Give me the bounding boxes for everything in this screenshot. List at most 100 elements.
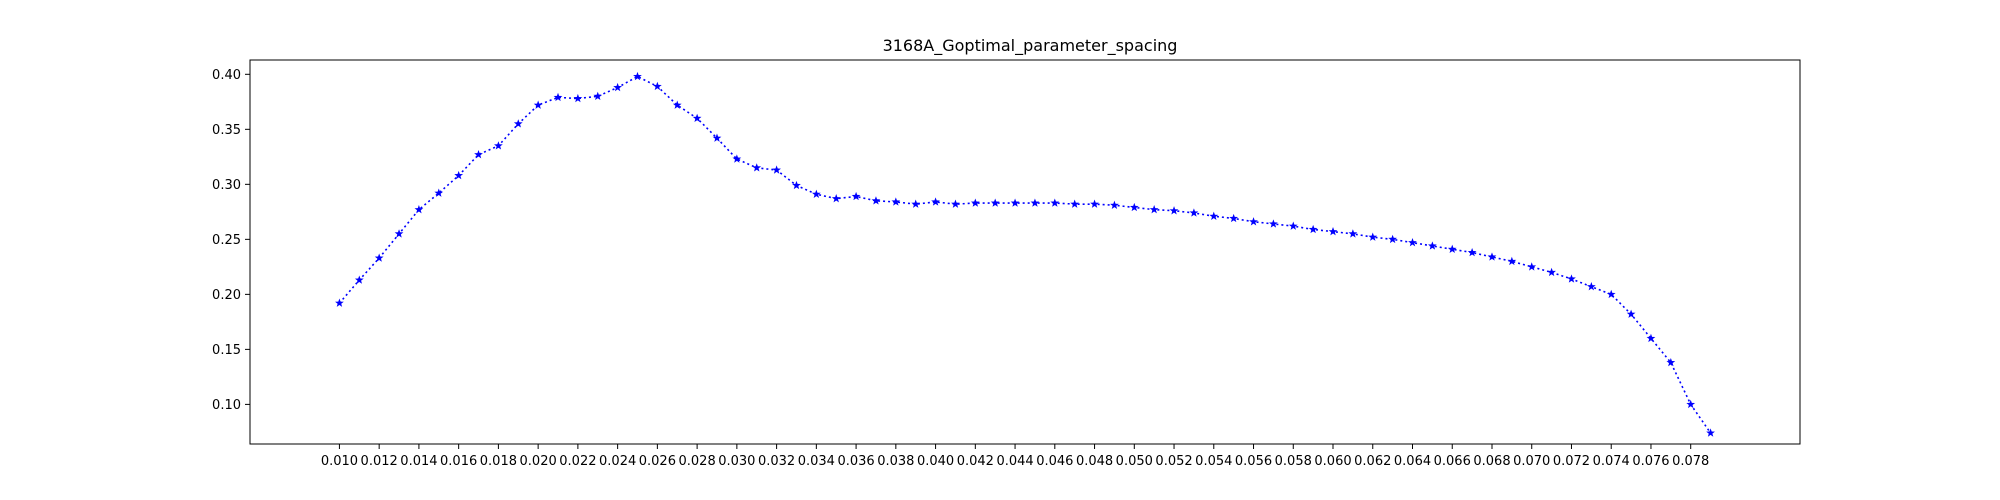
x-tick-label: 0.072 bbox=[1553, 454, 1590, 469]
data-point-star-marker bbox=[533, 100, 543, 109]
x-tick-label: 0.040 bbox=[917, 454, 954, 469]
x-tick-label: 0.052 bbox=[1155, 454, 1192, 469]
data-point-star-marker bbox=[1229, 213, 1239, 223]
data-point-star-marker bbox=[970, 198, 980, 207]
x-tick-label: 0.028 bbox=[679, 454, 716, 469]
y-axis: 0.10 0.15 0.20 0.25 0.30 0.35 0.40 bbox=[212, 68, 250, 413]
x-tick-label: 0.060 bbox=[1314, 454, 1351, 469]
x-tick-label: 0.012 bbox=[361, 454, 398, 469]
data-point-star-marker bbox=[672, 100, 682, 109]
data-point-star-marker bbox=[1447, 244, 1457, 253]
x-axis: 0.010 0.012 0.014 0.016 0.018 0.020 0.022 0.024… bbox=[321, 444, 1709, 469]
data-point-star-marker bbox=[871, 196, 881, 205]
x-tick-label: 0.074 bbox=[1593, 454, 1630, 469]
x-tick-label: 0.038 bbox=[877, 454, 914, 469]
x-tick-label: 0.046 bbox=[1036, 454, 1073, 469]
data-point-star-marker bbox=[474, 150, 483, 159]
data-point-star-marker bbox=[1646, 333, 1656, 343]
data-point-star-marker bbox=[851, 191, 861, 201]
x-tick-label: 0.034 bbox=[798, 454, 835, 469]
data-point-star-marker bbox=[1090, 199, 1099, 208]
y-tick-label: 0.35 bbox=[212, 123, 241, 138]
x-tick-label: 0.068 bbox=[1473, 454, 1510, 469]
y-tick-label: 0.40 bbox=[212, 68, 241, 83]
x-tick-label: 0.016 bbox=[440, 454, 477, 469]
x-tick-label: 0.042 bbox=[957, 454, 994, 469]
data-point-star-marker bbox=[692, 113, 702, 123]
data-point-star-marker bbox=[1269, 219, 1278, 228]
data-point-star-marker bbox=[335, 298, 344, 307]
x-tick-label: 0.066 bbox=[1434, 454, 1471, 469]
y-tick-label: 0.15 bbox=[212, 343, 241, 358]
y-tick-label: 0.30 bbox=[212, 178, 241, 193]
x-tick-label: 0.078 bbox=[1672, 454, 1709, 469]
data-point-star-marker bbox=[772, 165, 781, 174]
data-point-star-marker bbox=[1547, 267, 1556, 277]
x-tick-label: 0.010 bbox=[321, 454, 358, 469]
data-point-star-marker bbox=[1328, 227, 1338, 236]
data-point-star-marker bbox=[1408, 238, 1417, 247]
data-point-star-marker bbox=[1169, 206, 1179, 215]
data-point-star-marker bbox=[494, 141, 503, 150]
x-tick-label: 0.050 bbox=[1116, 454, 1153, 469]
data-point-star-marker bbox=[1527, 262, 1537, 271]
data-point-star-marker bbox=[732, 154, 742, 163]
data-point-star-marker bbox=[553, 92, 563, 102]
y-tick-label: 0.25 bbox=[212, 233, 241, 248]
data-point-star-marker bbox=[951, 199, 960, 208]
data-point-star-marker bbox=[1110, 200, 1119, 209]
x-tick-label: 0.022 bbox=[559, 454, 596, 469]
data-point-star-marker bbox=[414, 205, 424, 214]
data-point-star-marker bbox=[990, 198, 1000, 207]
x-tick-label: 0.026 bbox=[639, 454, 676, 469]
x-tick-label: 0.062 bbox=[1354, 454, 1391, 469]
data-point-star-marker bbox=[1189, 208, 1199, 217]
x-tick-label: 0.064 bbox=[1394, 454, 1431, 469]
data-point-star-marker bbox=[1507, 256, 1517, 266]
data-point-star-marker bbox=[811, 189, 821, 198]
series-line bbox=[338, 75, 1712, 434]
data-point-star-marker bbox=[454, 170, 464, 180]
chart-title: 3168A_Goptimal_parameter_spacing bbox=[883, 36, 1178, 56]
x-tick-label: 0.036 bbox=[837, 454, 874, 469]
data-point-star-marker bbox=[831, 194, 841, 203]
data-point-star-marker bbox=[1030, 198, 1040, 207]
data-point-star-marker bbox=[1606, 289, 1616, 299]
data-point-star-marker bbox=[891, 197, 901, 206]
x-tick-label: 0.054 bbox=[1195, 454, 1232, 469]
data-point-star-marker bbox=[394, 229, 404, 238]
x-tick-label: 0.020 bbox=[520, 454, 557, 469]
data-point-star-marker bbox=[1388, 234, 1397, 244]
data-point-star-marker bbox=[1050, 198, 1060, 207]
data-point-star-marker bbox=[1626, 309, 1636, 318]
data-point-star-marker bbox=[434, 188, 444, 197]
data-point-star-marker bbox=[1666, 357, 1676, 367]
data-point-star-marker bbox=[1348, 229, 1358, 238]
x-tick-label: 0.058 bbox=[1275, 454, 1312, 469]
x-tick-label: 0.056 bbox=[1235, 454, 1272, 469]
data-point-star-marker bbox=[613, 82, 622, 92]
data-point-star-marker bbox=[1010, 198, 1020, 207]
data-point-star-marker bbox=[354, 275, 364, 284]
plot-area-frame bbox=[249, 59, 1801, 445]
data-point-star-marker bbox=[1428, 241, 1437, 250]
data-point-star-marker bbox=[1686, 399, 1696, 409]
x-tick-label: 0.032 bbox=[758, 454, 795, 469]
data-point-star-marker bbox=[752, 163, 762, 172]
data-point-star-marker bbox=[1567, 274, 1576, 283]
x-tick-label: 0.024 bbox=[599, 454, 636, 469]
y-tick-label: 0.20 bbox=[212, 288, 241, 303]
data-point-star-marker bbox=[1249, 217, 1258, 226]
data-point-star-marker bbox=[1288, 221, 1298, 230]
data-point-star-marker bbox=[1467, 247, 1477, 257]
x-tick-label: 0.070 bbox=[1513, 454, 1550, 469]
data-point-star-marker bbox=[374, 253, 384, 262]
data-point-star-marker bbox=[653, 81, 662, 91]
series-markers bbox=[335, 71, 1715, 437]
data-point-star-marker bbox=[573, 93, 583, 103]
x-tick-label: 0.018 bbox=[480, 454, 517, 469]
x-tick-label: 0.014 bbox=[400, 454, 437, 469]
data-point-star-marker bbox=[1129, 202, 1139, 212]
data-point-star-marker bbox=[633, 71, 642, 81]
